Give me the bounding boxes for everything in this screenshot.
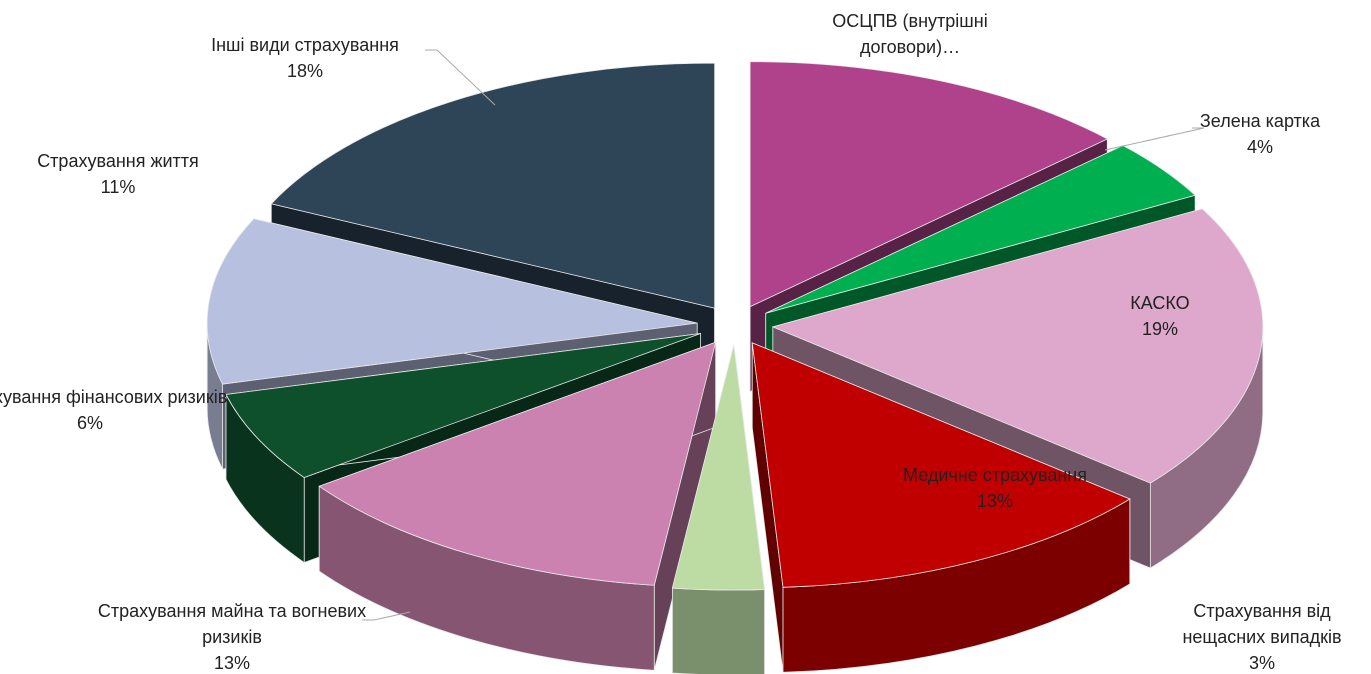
- slice: [671, 344, 766, 591]
- category-name: Страхування життя: [37, 151, 199, 171]
- value-label: 11%: [100, 177, 136, 197]
- slice: [749, 61, 1109, 308]
- data-label: КАСКО 19%: [1080, 290, 1240, 342]
- category-name: Інші види страхування: [211, 35, 399, 55]
- category-name: Страхування від нещасних випадків: [1182, 601, 1342, 647]
- data-label: Медичне страхування 13%: [845, 462, 1145, 514]
- category-name: Зелена картка: [1199, 111, 1321, 131]
- category-name: КАСКО: [1130, 293, 1190, 313]
- category-name: Страхування майна та вогневих ризиків: [97, 601, 367, 647]
- data-label: Інші види страхування 18%: [155, 32, 455, 84]
- value-label: 13%: [976, 491, 1014, 511]
- slice: [206, 218, 698, 385]
- value-label: 6%: [76, 413, 103, 433]
- slice: [225, 333, 701, 478]
- data-label: ОСЦПВ (внутрішні договори)…: [810, 8, 1010, 60]
- data-label: Страхування майна та вогневих ризиків 13%: [82, 598, 382, 674]
- leader-line: [425, 49, 496, 106]
- data-label: Страхування життя 11%: [0, 148, 248, 200]
- slice-side: [671, 587, 765, 674]
- category-name: ОСЦПВ (внутрішні договори)…: [832, 11, 988, 57]
- value-label: 3%: [1248, 653, 1275, 673]
- slice: [270, 62, 716, 309]
- data-label: Страхування фінансових ризиків 6%: [0, 384, 250, 436]
- slice: [751, 342, 1131, 588]
- value-label: 4%: [1246, 137, 1273, 157]
- value-label: 18%: [286, 61, 324, 81]
- slice: [771, 208, 1264, 484]
- value-label: 19%: [1141, 319, 1179, 339]
- data-label: Зелена картка 4%: [1160, 108, 1360, 160]
- value-label: 13%: [213, 653, 251, 673]
- slice: [318, 341, 717, 586]
- category-name: Страхування фінансових ризиків: [0, 387, 228, 407]
- leader-line: [1104, 127, 1205, 151]
- leader-line: [362, 611, 411, 621]
- data-label: Страхування від нещасних випадків 3%: [1157, 598, 1367, 674]
- category-name: Медичне страхування: [903, 465, 1087, 485]
